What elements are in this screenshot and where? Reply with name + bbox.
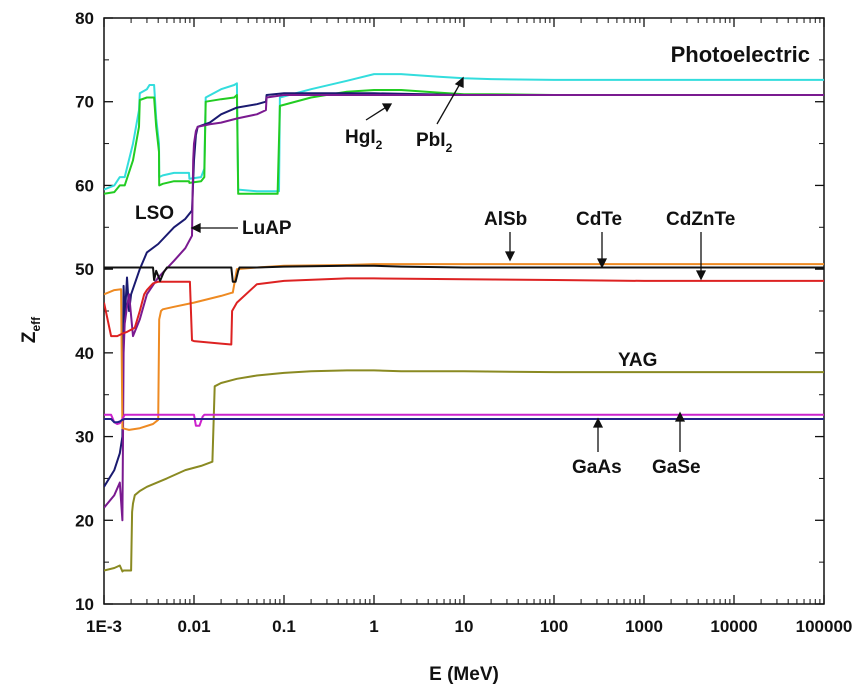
y-tick-label: 80 [75, 9, 94, 28]
annotation-gaas: GaAs [572, 457, 622, 478]
series-line-hgi2 [104, 89, 824, 195]
y-tick-label: 10 [75, 595, 94, 614]
series-line-cdznte [104, 277, 824, 346]
annotations: LSO LuAP HgI2 PbI2 AlSb CdTe CdZnTe YAG … [135, 76, 735, 478]
y-axis-title: Zeff [19, 316, 43, 343]
tick-labels: 1E-3 0.01 0.1 1 10 100 1000 10000 100000 10 20 30 40… [75, 9, 852, 636]
annotation-pbi2-sub: 2 [446, 141, 453, 155]
annotation-hgi2: HgI2 [345, 127, 383, 152]
y-tick-label: 20 [75, 511, 94, 530]
series-layer [104, 73, 824, 573]
y-tick-label: 70 [75, 93, 94, 112]
arrow-gase-head [674, 411, 686, 422]
annotation-hgi2-sub: 2 [376, 138, 383, 152]
x-tick-label: 0.1 [272, 617, 296, 636]
annotation-pbi2-main: PbI [416, 130, 446, 151]
arrow-pbi2-head [454, 76, 464, 88]
annotation-alsb: AlSb [484, 209, 527, 230]
x-tick-label: 1000 [625, 617, 663, 636]
series-line-alsb [104, 264, 824, 283]
x-tick-label: 1E-3 [86, 617, 122, 636]
annotation-cdznte: CdZnTe [666, 209, 735, 230]
annotation-cdte: CdTe [576, 209, 622, 230]
x-tick-label: 0.01 [177, 617, 210, 636]
series-line-cdte [104, 263, 824, 431]
arrow-pbi2 [436, 81, 462, 125]
arrow-hgi2 [365, 105, 389, 121]
series-line-luap [104, 94, 824, 522]
chart-title: Photoelectric [671, 42, 810, 67]
y-tick-label: 50 [75, 260, 94, 279]
x-tick-label: 1 [369, 617, 378, 636]
y-tick-label: 30 [75, 428, 94, 447]
y-tick-label: 60 [75, 176, 94, 195]
svg-text:Zeff: Zeff [19, 316, 43, 343]
x-tick-label: 10 [455, 617, 474, 636]
x-tick-label: 100000 [796, 617, 853, 636]
axis-ticks [103, 17, 825, 605]
arrow-gaas-head [592, 417, 604, 428]
x-tick-label: 10000 [710, 617, 757, 636]
arrow-luap-head [190, 222, 201, 234]
y-tick-label: 40 [75, 344, 94, 363]
y-axis-title-sub: eff [29, 316, 43, 332]
plot-frame [103, 17, 825, 605]
x-axis-title: E (MeV) [429, 664, 499, 685]
y-axis-title-main: Z [19, 331, 40, 343]
annotation-gase: GaSe [652, 457, 701, 478]
annotation-lso: LSO [135, 203, 174, 224]
annotation-luap: LuAP [242, 218, 292, 239]
arrow-cdte-head [596, 258, 608, 269]
annotation-pbi2: PbI2 [416, 130, 453, 155]
arrow-cdznte-head [695, 270, 707, 281]
arrow-alsb-head [504, 251, 516, 262]
x-tick-label: 100 [540, 617, 568, 636]
annotation-yag: YAG [618, 350, 657, 371]
series-line-yag [104, 369, 824, 573]
arrow-hgi2-head [381, 103, 393, 113]
series-line-gase [104, 413, 824, 427]
series-line-gaas [104, 418, 824, 424]
annotation-hgi2-main: HgI [345, 127, 376, 148]
